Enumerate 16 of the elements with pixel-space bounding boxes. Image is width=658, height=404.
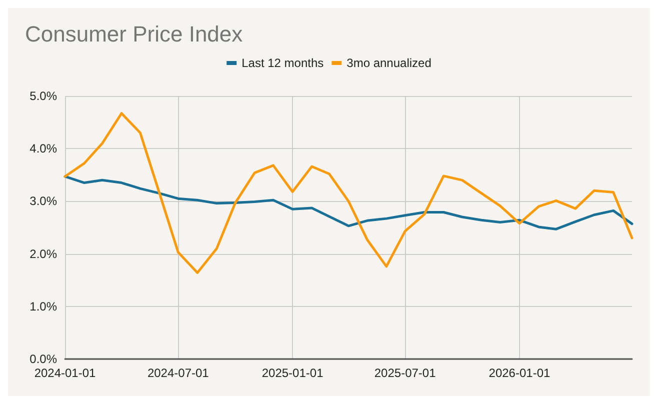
y-tick-label: 5.0% — [30, 89, 58, 103]
y-tick-label: 4.0% — [30, 142, 58, 156]
y-tick-label: 3.0% — [30, 194, 58, 208]
y-tick-label: 2.0% — [30, 246, 58, 261]
line-series — [64, 175, 634, 230]
x-tick-label: 2025-01-01 — [262, 366, 324, 380]
y-tick-label: 0.0% — [30, 352, 58, 366]
x-tick-label: 2024-07-01 — [147, 366, 210, 380]
legend-label: Last 12 months — [242, 56, 324, 70]
y-tick-label: 1.0% — [30, 299, 58, 314]
x-tick-label: 2026-01-01 — [488, 366, 550, 380]
chart-title: Consumer Price Index — [25, 22, 243, 46]
x-tick-label: 2025-07-01 — [374, 366, 436, 380]
line-series — [64, 112, 634, 274]
x-tick-label: 2024-01-01 — [34, 366, 96, 380]
legend-label: 3mo annualized — [346, 56, 432, 70]
